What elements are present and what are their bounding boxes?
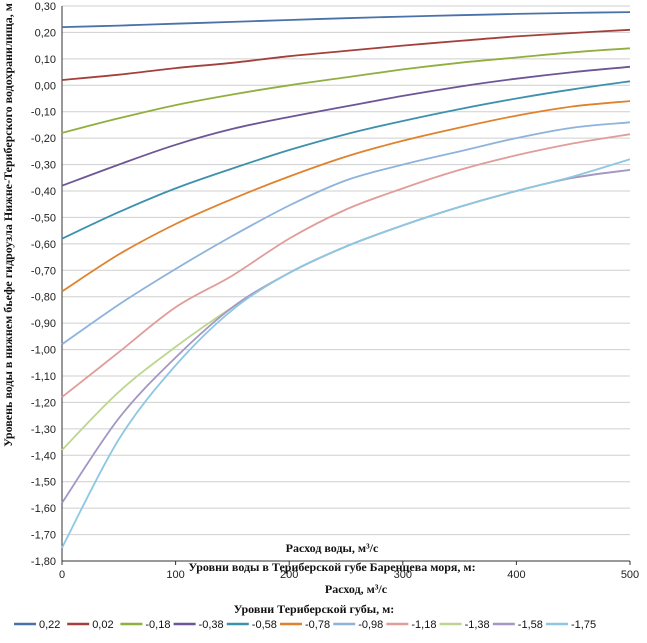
x-tick-label-0: 0 — [59, 569, 65, 581]
y-tick-label-20: -1,70 — [31, 530, 56, 542]
y-tick-label-12: -0,90 — [31, 318, 56, 330]
y-tick-label-14: -1,10 — [31, 371, 56, 383]
y-tick-label-17: -1,40 — [31, 450, 56, 462]
legend-label-2: -0,18 — [145, 619, 170, 631]
legend-title: Уровни Териберской губы, м: — [234, 602, 395, 616]
overlay-label-flow: Расход, м³/с — [325, 582, 388, 596]
y-tick-label-0: 0,30 — [35, 1, 56, 13]
series-line-10 — [61, 158, 631, 549]
legend-label-5: -0,78 — [305, 619, 330, 631]
x-tick-labels: 0 100 200 300 400 500 — [59, 569, 639, 581]
legend-label-4: -0,58 — [252, 619, 277, 631]
legend-label-7: -1,18 — [411, 619, 436, 631]
x-tick-label-1: 100 — [166, 569, 184, 581]
series-line-4 — [61, 80, 631, 240]
y-tick-label-1: 0,20 — [35, 27, 56, 39]
x-tick-label-4: 400 — [507, 569, 525, 581]
y-tick-label-15: -1,20 — [31, 397, 56, 409]
legend-label-1: 0,02 — [92, 619, 113, 631]
y-tick-label-5: -0,20 — [31, 133, 56, 145]
y-tick-label-7: -0,40 — [31, 186, 56, 198]
legend: 0,22 0,02 -0,18 -0,38 -0,58 -0,78 -0,98 -1,18 -1… — [14, 619, 596, 631]
series-line-0 — [61, 11, 631, 28]
y-tick-label-9: -0,60 — [31, 239, 56, 251]
legend-label-3: -0,38 — [199, 619, 224, 631]
overlay-label-water-levels: Уровни воды в Териберской губе Баренцева… — [188, 560, 475, 574]
y-tick-label-18: -1,50 — [31, 477, 56, 489]
series-line-2 — [61, 47, 631, 134]
x-axis-title: Расход воды, м³/с — [286, 541, 379, 555]
x-tick-label-5: 500 — [621, 569, 639, 581]
series-line-5 — [61, 100, 631, 293]
y-tick-labels: 0,30 0,20 0,10 0,00 -0,10 -0,20 -0,30 -0,40 -0,5… — [31, 1, 56, 568]
legend-label-6: -0,98 — [358, 619, 383, 631]
y-tick-label-19: -1,60 — [31, 503, 56, 515]
x-tick-label-2: 200 — [280, 569, 298, 581]
y-tick-label-11: -0,80 — [31, 292, 56, 304]
legend-label-10: -1,75 — [571, 619, 596, 631]
y-tick-label-13: -1,00 — [31, 345, 56, 357]
legend-label-8: -1,38 — [465, 619, 490, 631]
legend-label-9: -1,58 — [518, 619, 543, 631]
series-line-3 — [61, 65, 631, 187]
series-line-6 — [61, 121, 631, 346]
y-tick-label-2: 0,10 — [35, 54, 56, 66]
y-tick-label-4: -0,10 — [31, 107, 56, 119]
y-tick-label-21: -1,80 — [31, 556, 56, 568]
y-axis-title: Уровень воды в нижнем бьефе гидроузла Ни… — [1, 3, 15, 447]
series-line-7 — [61, 133, 631, 398]
series-line-1 — [61, 28, 631, 81]
y-tick-label-10: -0,70 — [31, 265, 56, 277]
x-tick-label-3: 300 — [394, 569, 412, 581]
y-tick-label-6: -0,30 — [31, 160, 56, 172]
series-lines — [61, 11, 631, 549]
y-tick-label-16: -1,30 — [31, 424, 56, 436]
y-tick-label-3: 0,00 — [35, 80, 56, 92]
y-tick-label-8: -0,50 — [31, 212, 56, 224]
legend-label-0: 0,22 — [39, 619, 60, 631]
